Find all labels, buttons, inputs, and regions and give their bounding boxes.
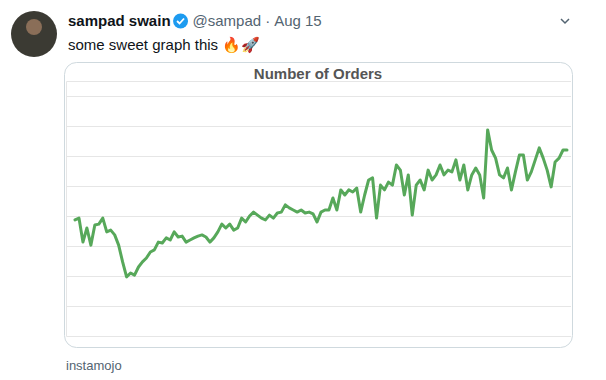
y-tick bbox=[66, 126, 571, 127]
avatar-face bbox=[26, 19, 42, 35]
verified-badge bbox=[173, 14, 188, 29]
handle: @sampad bbox=[193, 12, 262, 29]
y-tick bbox=[66, 276, 571, 277]
y-axis bbox=[66, 82, 571, 337]
grid-line bbox=[66, 246, 571, 247]
grid-line bbox=[66, 276, 571, 277]
menu-chevron[interactable] bbox=[561, 19, 569, 23]
date: Aug 15 bbox=[274, 12, 322, 29]
y-tick bbox=[66, 186, 571, 187]
y-axis-line bbox=[67, 82, 572, 337]
y-tick bbox=[66, 96, 571, 97]
grid-line bbox=[66, 96, 571, 97]
y-tick bbox=[66, 246, 571, 247]
chart-card bbox=[65, 63, 573, 348]
grid-line bbox=[66, 306, 571, 307]
page: sampad swain @sampad·Aug 15 some sweet gra… bbox=[0, 0, 606, 380]
background bbox=[0, 0, 606, 380]
grid-line bbox=[66, 186, 571, 187]
author: sampad swain bbox=[68, 12, 171, 29]
tweet-text: some sweet graph this 🔥🚀 bbox=[68, 36, 260, 54]
separator: · bbox=[265, 12, 270, 29]
card-source: instamojo bbox=[66, 358, 122, 373]
avatar bbox=[11, 11, 57, 57]
chart-title: Number of Orders bbox=[254, 65, 382, 82]
y-tick bbox=[66, 306, 571, 307]
plot-area bbox=[75, 130, 567, 277]
orders-line bbox=[75, 130, 567, 277]
verified-check bbox=[177, 19, 184, 24]
grid-line bbox=[66, 126, 571, 127]
